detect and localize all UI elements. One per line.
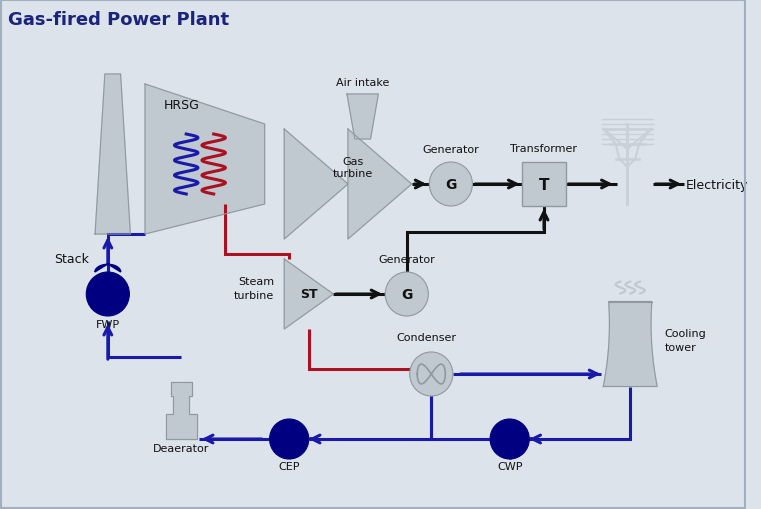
Polygon shape bbox=[347, 95, 378, 140]
Text: Generator: Generator bbox=[378, 254, 435, 265]
Text: Gas-fired Power Plant: Gas-fired Power Plant bbox=[8, 11, 229, 29]
Text: Generator: Generator bbox=[422, 145, 479, 155]
Text: Deaerator: Deaerator bbox=[153, 443, 209, 453]
Polygon shape bbox=[95, 75, 130, 235]
Text: Gas: Gas bbox=[342, 157, 364, 166]
Text: tower: tower bbox=[664, 343, 696, 352]
Text: ST: ST bbox=[300, 288, 317, 301]
Circle shape bbox=[385, 272, 428, 317]
Polygon shape bbox=[145, 85, 265, 235]
Text: Cooling: Cooling bbox=[664, 328, 706, 338]
Text: FWP: FWP bbox=[96, 319, 120, 329]
Text: Electricity: Electricity bbox=[686, 178, 749, 191]
Circle shape bbox=[490, 419, 530, 459]
Text: T: T bbox=[539, 177, 549, 192]
Text: Transformer: Transformer bbox=[511, 144, 578, 154]
Polygon shape bbox=[171, 382, 192, 396]
Text: Steam: Steam bbox=[238, 276, 275, 287]
Text: G: G bbox=[401, 288, 412, 301]
Polygon shape bbox=[603, 302, 658, 387]
Text: Condenser: Condenser bbox=[396, 332, 457, 343]
Polygon shape bbox=[166, 414, 197, 439]
Text: turbine: turbine bbox=[333, 168, 373, 179]
Text: CEP: CEP bbox=[279, 461, 300, 471]
Circle shape bbox=[86, 272, 129, 317]
Circle shape bbox=[269, 419, 309, 459]
Text: G: G bbox=[445, 178, 457, 191]
Polygon shape bbox=[95, 265, 121, 272]
Text: CWP: CWP bbox=[497, 461, 523, 471]
Text: turbine: turbine bbox=[234, 291, 275, 300]
Circle shape bbox=[409, 352, 453, 396]
FancyBboxPatch shape bbox=[522, 163, 565, 207]
Polygon shape bbox=[285, 260, 333, 329]
Text: Air intake: Air intake bbox=[336, 78, 390, 88]
Circle shape bbox=[429, 163, 473, 207]
Text: HRSG: HRSG bbox=[164, 98, 199, 111]
Polygon shape bbox=[285, 130, 348, 240]
Text: Stack: Stack bbox=[54, 252, 89, 266]
Polygon shape bbox=[348, 130, 412, 240]
Polygon shape bbox=[174, 396, 189, 414]
